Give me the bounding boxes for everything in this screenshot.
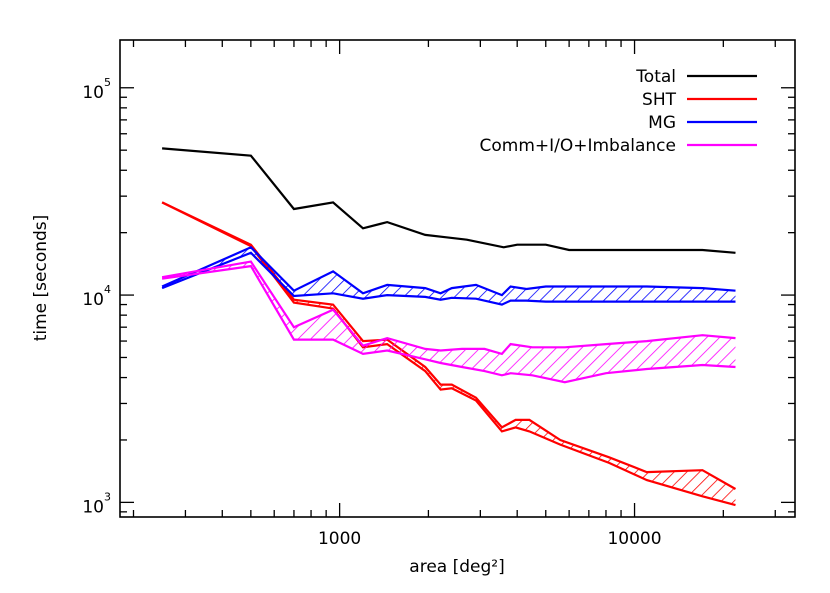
series-layer — [161, 147, 737, 507]
y-tick-label-10000: 10 4 — [82, 283, 111, 310]
series-band-sht — [162, 202, 736, 506]
legend-label-comm: Comm+I/O+Imbalance — [479, 136, 676, 156]
plot-area — [161, 147, 737, 507]
plot-frame — [119, 39, 796, 518]
series-lower-mg — [161, 251, 736, 306]
y-tick-label-1000: 10 3 — [82, 490, 111, 517]
y-tick-base: 10 — [82, 290, 104, 310]
series-line-total — [162, 147, 736, 254]
x-tick-label-10000: 10000 — [607, 529, 661, 549]
y-tick-base: 10 — [82, 497, 104, 517]
series-upper-comm-i-o-imbalance — [161, 260, 736, 356]
x-tick-label-1000: 1000 — [318, 529, 361, 549]
axis-ticks — [120, 40, 795, 517]
y-tick-exponent: 3 — [104, 490, 111, 503]
legend-label-total: Total — [635, 67, 676, 87]
series-band-mg — [162, 247, 736, 305]
legend-label-mg: MG — [648, 113, 676, 133]
series-upper-sht — [161, 201, 737, 490]
y-tick-exponent: 5 — [104, 76, 111, 89]
series-upper-mg — [161, 245, 736, 297]
y-tick-base: 10 — [82, 83, 104, 103]
y-tick-exponent: 4 — [104, 283, 111, 296]
series-band-comm-i-o-imbalance — [162, 261, 736, 383]
y-axis-title: time [seconds] — [31, 215, 51, 342]
series-lower-comm-i-o-imbalance — [161, 264, 736, 384]
y-tick-label-100000: 10 5 — [82, 76, 111, 103]
series-lower-sht — [161, 201, 736, 507]
legend: Total SHT MG Comm+I/O+Imbalance — [479, 67, 757, 156]
x-axis-title: area [deg²] — [409, 557, 504, 577]
legend-label-sht: SHT — [642, 90, 677, 110]
